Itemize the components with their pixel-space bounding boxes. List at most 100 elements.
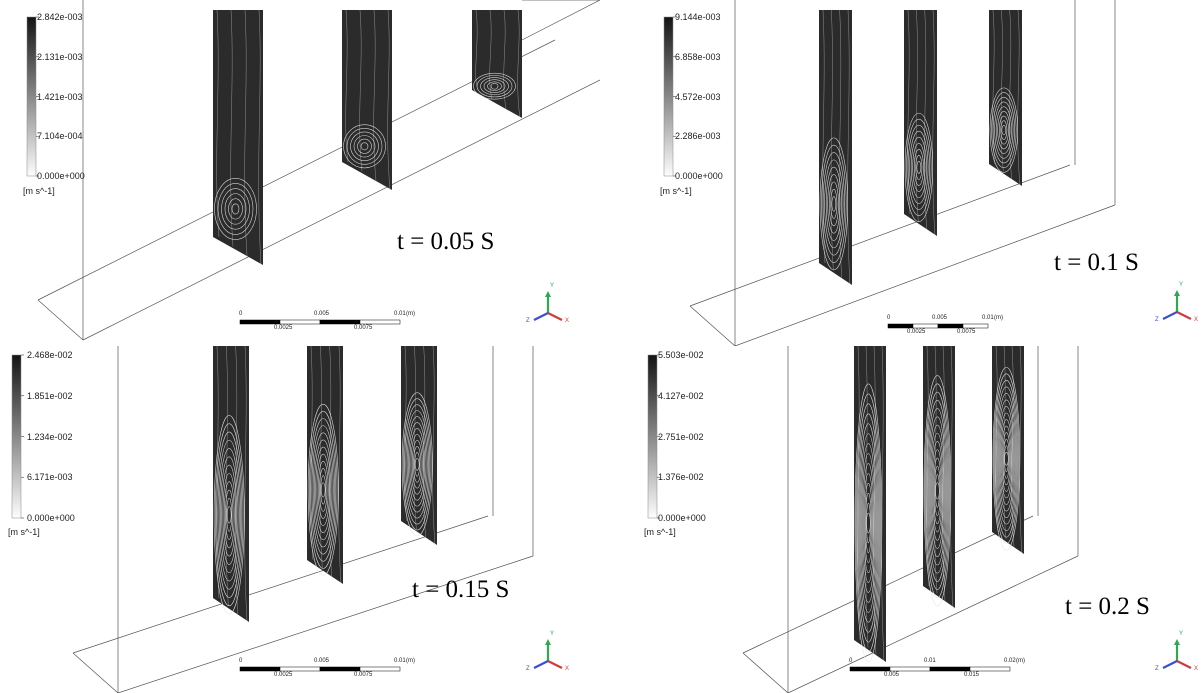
streamline [226, 506, 232, 524]
legend-tick-label: 5.503e-002 [658, 350, 704, 360]
streamline [411, 440, 423, 489]
axis-triad [1162, 290, 1192, 320]
streamline [224, 193, 247, 225]
triad-x-label: X [565, 318, 570, 324]
axis-triad [1162, 639, 1192, 669]
panel-t01: 9.144e-003 6.858e-003 4.572e-003 2.286e-003… [600, 0, 1203, 346]
streamline [311, 425, 335, 555]
scale-bar-segment [912, 323, 939, 329]
streamline [338, 346, 342, 585]
streamline [359, 9, 363, 172]
box-floor-back-edge [72, 515, 489, 654]
streamline [861, 453, 876, 593]
panel-figure [647, 346, 1192, 693]
panel-t015: 2.468e-002 1.851e-002 1.234e-002 6.171e-003… [0, 346, 600, 693]
slab-surface [213, 10, 263, 265]
streamline [910, 136, 927, 198]
triad-z-label: Z [526, 318, 530, 324]
slab-1 [213, 346, 249, 623]
slab-2 [904, 9, 937, 237]
box-floor-side-edge [689, 305, 736, 346]
triad-z-label: Z [1155, 666, 1159, 672]
streamline [994, 101, 1014, 159]
streamline [866, 502, 871, 544]
triad-y-label: Y [550, 283, 555, 289]
scale-bar-segment [359, 319, 401, 325]
scale-label: 0.0075 [354, 672, 373, 678]
streamline [226, 497, 233, 532]
streamline [373, 9, 377, 181]
triad-z-axis [1162, 660, 1178, 669]
streamline [821, 144, 847, 263]
streamline [235, 346, 238, 615]
streamline [357, 138, 372, 154]
streamline [310, 418, 337, 562]
scale-label: 0.005 [314, 658, 330, 664]
streamline [216, 431, 243, 598]
streamline [314, 439, 333, 541]
streamline [1001, 125, 1007, 136]
streamline [863, 473, 874, 573]
streamline [1019, 346, 1023, 555]
streamline [487, 81, 502, 91]
triad-y-arrow [545, 639, 551, 645]
streamline [915, 9, 919, 222]
legend-tick-label: 0.000e+000 [27, 513, 75, 523]
legend-unit-label: [m s^-1] [8, 527, 40, 537]
streamline [480, 77, 509, 96]
panel-t02: 5.503e-002 4.127e-002 2.751e-002 1.376e-002… [600, 346, 1203, 693]
streamline [825, 166, 842, 241]
legend-tick-label: 2.131e-003 [37, 51, 83, 62]
legend-tick-label: 1.376e-002 [658, 472, 704, 483]
box-floor-back-edge [742, 515, 1034, 654]
scale-bar [887, 323, 989, 329]
scale-label: 0.01 [394, 658, 406, 664]
streamline [353, 135, 376, 158]
legend-tick-label: 9.144e-003 [675, 12, 721, 22]
triad-y-arrow [1174, 290, 1180, 296]
legend-tick-label: 2.286e-003 [675, 131, 721, 142]
streamline [881, 346, 885, 663]
scale-label: 0 [887, 315, 891, 321]
streamline [927, 408, 948, 574]
triad-y-arrow [545, 291, 551, 297]
streamline [346, 128, 383, 165]
streamline [830, 9, 834, 271]
streamline [231, 203, 240, 215]
scale-label: 0.0025 [274, 672, 293, 678]
slab-surface [472, 10, 522, 118]
streamline [913, 148, 924, 186]
streamline [1004, 445, 1009, 473]
scale-bar-segment [239, 666, 281, 672]
legend-colorbar [647, 354, 658, 519]
streamline [859, 433, 878, 613]
scale-label: 0 [849, 658, 853, 664]
scale-bar-segment [319, 666, 361, 672]
panel-figure [11, 346, 563, 693]
slab-2 [923, 346, 955, 609]
streamline [992, 9, 996, 165]
streamline [991, 92, 1017, 168]
streamline [1003, 346, 1007, 540]
slab-surface [904, 10, 937, 236]
scale-bar [239, 319, 401, 325]
legend-tick-label: 7.104e-004 [37, 131, 83, 142]
legend-tick-label: 6.858e-003 [675, 51, 721, 62]
scale-label: 0 [239, 658, 243, 664]
panel-figure [26, 0, 600, 341]
streamline [343, 124, 386, 169]
streamline [934, 465, 941, 516]
scale-bar-segment [849, 666, 891, 672]
scale-label: 0.005 [932, 315, 948, 321]
streamline [319, 468, 328, 512]
scale-label: 0.0025 [274, 325, 293, 331]
triad-x-axis [1176, 311, 1192, 320]
streamline [315, 446, 332, 534]
legend-unit-label: [m s^-1] [23, 186, 55, 196]
streamline [401, 392, 433, 537]
streamline [873, 346, 877, 655]
legend-tick-label: 1.421e-003 [37, 91, 83, 102]
legend-tick-label: 2.751e-002 [658, 431, 704, 442]
scale-bar [849, 666, 1011, 672]
legend-tick-label: 4.127e-002 [658, 390, 704, 401]
